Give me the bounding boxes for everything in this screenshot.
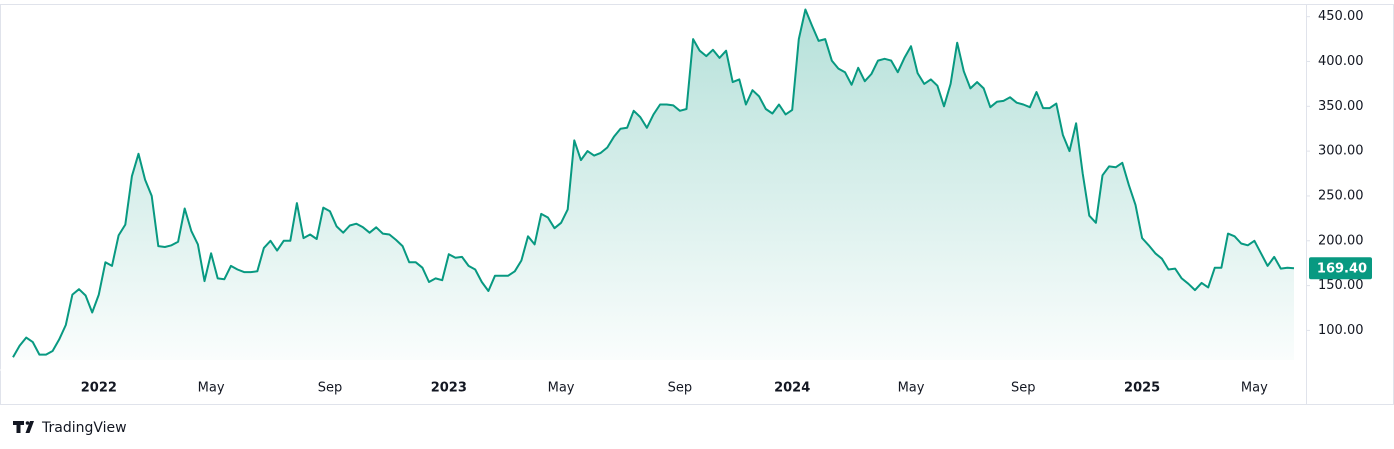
logo[interactable]: TradingView (13, 420, 127, 436)
price-label: 169.40 (1317, 262, 1367, 277)
y-tick-label: 350.00 (1318, 99, 1364, 114)
x-tick-label: 2023 (431, 381, 467, 396)
x-tick-label: Sep (668, 381, 693, 396)
x-tick-label: May (548, 381, 575, 396)
y-tick-label: 400.00 (1318, 54, 1364, 69)
x-tick-label: 2025 (1124, 381, 1160, 396)
logo-dot (25, 421, 30, 425)
x-tick-label: 2022 (81, 381, 117, 396)
y-tick-label: 200.00 (1318, 233, 1364, 248)
logo-mark (13, 421, 34, 433)
y-tick-label: 150.00 (1318, 278, 1364, 293)
brand: TradingView (41, 420, 127, 436)
y-tick-label: 250.00 (1318, 188, 1364, 203)
y-tick-label: 300.00 (1318, 144, 1364, 159)
y-tick-label: 450.00 (1318, 9, 1364, 24)
line (12, 8, 1295, 358)
x-tick-label: Sep (1011, 381, 1036, 396)
x-tick-label: May (1241, 381, 1268, 396)
x-tick-label: May (198, 381, 225, 396)
x-tick-label: 2024 (774, 381, 810, 396)
y-tick-label: 100.00 (1318, 323, 1364, 338)
price-tag (1309, 257, 1372, 280)
x-tick-label: May (898, 381, 925, 396)
area (13, 9, 1294, 360)
x-tick-label: Sep (318, 381, 343, 396)
